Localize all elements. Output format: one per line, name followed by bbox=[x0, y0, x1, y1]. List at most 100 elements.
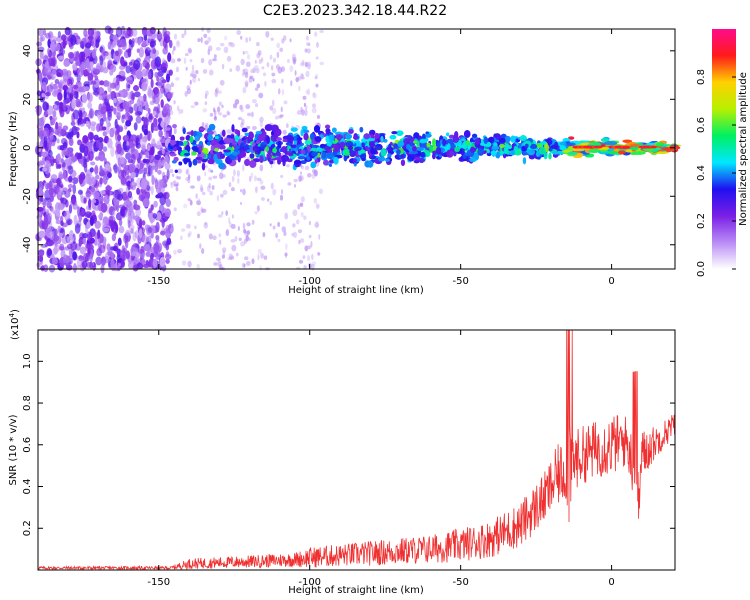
heatmap-cell bbox=[110, 222, 115, 231]
heatmap-cell bbox=[104, 25, 112, 34]
heatmap-cell bbox=[248, 175, 252, 182]
heatmap-cell bbox=[161, 79, 167, 84]
heatmap-cell bbox=[304, 109, 308, 117]
heatmap-cell bbox=[387, 153, 392, 158]
heatmap-cell bbox=[311, 172, 316, 180]
heatmap-cell bbox=[79, 246, 86, 255]
heatmap-cell bbox=[183, 203, 188, 209]
heatmap-cell bbox=[129, 99, 135, 105]
heatmap-cell bbox=[45, 208, 50, 215]
heatmap-cell bbox=[130, 134, 138, 141]
heatmap-cell bbox=[113, 163, 118, 174]
heatmap-cell bbox=[361, 142, 365, 148]
spectrogram-x-axis-label: Height of straight line (km) bbox=[288, 285, 424, 296]
heatmap-cell bbox=[239, 201, 243, 206]
heatmap-cell bbox=[447, 143, 451, 151]
heatmap-cell bbox=[319, 61, 324, 66]
heatmap-cell bbox=[57, 163, 62, 169]
heatmap-cell bbox=[361, 157, 366, 162]
heatmap-cell bbox=[201, 121, 205, 128]
heatmap-cell bbox=[281, 38, 285, 44]
heatmap-cell bbox=[77, 189, 83, 195]
heatmap-cell bbox=[307, 254, 310, 262]
heatmap-cell bbox=[152, 125, 160, 131]
heatmap-cell bbox=[119, 127, 123, 132]
heatmap-cell bbox=[289, 65, 294, 72]
heatmap-cell bbox=[223, 149, 231, 153]
heatmap-cell bbox=[69, 29, 73, 36]
heatmap-cell bbox=[207, 36, 212, 43]
heatmap-cell bbox=[180, 228, 186, 232]
heatmap-cell bbox=[120, 56, 125, 66]
heatmap-cell bbox=[200, 187, 204, 193]
heatmap-cell bbox=[66, 243, 73, 250]
heatmap-cell bbox=[171, 91, 174, 96]
heatmap-cell bbox=[137, 248, 145, 254]
heatmap-cell bbox=[300, 149, 306, 155]
heatmap-cell bbox=[314, 136, 322, 143]
heatmap-cell bbox=[147, 71, 152, 80]
heatmap-cell bbox=[263, 72, 267, 77]
heatmap-cell bbox=[209, 149, 213, 155]
heatmap-cell bbox=[157, 70, 164, 77]
heatmap-cell bbox=[42, 201, 47, 207]
heatmap-cell bbox=[198, 145, 203, 153]
heatmap-cell bbox=[245, 260, 251, 267]
heatmap-cell bbox=[486, 149, 490, 154]
heatmap-cell bbox=[87, 35, 94, 40]
heatmap-cell bbox=[114, 118, 118, 129]
heatmap-cell bbox=[122, 30, 130, 35]
heatmap-cell bbox=[155, 234, 160, 241]
heatmap-cell bbox=[93, 68, 101, 74]
heatmap-cell bbox=[291, 53, 296, 61]
heatmap-cell bbox=[90, 185, 95, 193]
heatmap-cell bbox=[107, 111, 113, 121]
heatmap-cell bbox=[292, 223, 296, 228]
heatmap-cell bbox=[286, 58, 290, 64]
heatmap-cell bbox=[246, 222, 251, 227]
heatmap-cell bbox=[193, 225, 197, 230]
heatmap-cell bbox=[571, 148, 585, 152]
heatmap-cell bbox=[106, 94, 111, 100]
heatmap-cell bbox=[139, 162, 144, 170]
heatmap-cell bbox=[149, 40, 157, 48]
heatmap-cell bbox=[120, 208, 126, 217]
heatmap-cell bbox=[102, 176, 107, 183]
heatmap-cell bbox=[242, 222, 246, 230]
heatmap-cell bbox=[187, 178, 191, 184]
heatmap-cell bbox=[257, 134, 265, 142]
heatmap-cell bbox=[623, 145, 630, 149]
heatmap-cell bbox=[145, 102, 149, 112]
heatmap-cell bbox=[182, 127, 186, 135]
heatmap-cell bbox=[185, 177, 190, 181]
heatmap-cell bbox=[655, 142, 665, 147]
heatmap-cell bbox=[314, 76, 317, 80]
heatmap-cell bbox=[156, 30, 162, 40]
heatmap-cell bbox=[225, 229, 230, 237]
heatmap-cell bbox=[239, 188, 243, 193]
heatmap-cell bbox=[269, 105, 274, 111]
heatmap-cell bbox=[117, 157, 122, 167]
heatmap-cell bbox=[225, 210, 228, 216]
heatmap-cell bbox=[51, 257, 58, 265]
heatmap-cell bbox=[63, 89, 67, 101]
heatmap-cell bbox=[127, 91, 132, 100]
heatmap-cell bbox=[82, 236, 87, 245]
heatmap-cell bbox=[463, 130, 471, 138]
heatmap-cell bbox=[133, 247, 139, 253]
heatmap-cell bbox=[53, 103, 58, 110]
heatmap-cell bbox=[43, 264, 49, 272]
heatmap-cell bbox=[195, 156, 203, 160]
heatmap-cell bbox=[240, 150, 247, 158]
heatmap-cell bbox=[297, 203, 301, 210]
heatmap-cell bbox=[160, 66, 167, 73]
heatmap-cell bbox=[208, 176, 213, 181]
heatmap-cell bbox=[73, 263, 77, 273]
heatmap-cell bbox=[93, 191, 100, 199]
heatmap-cell bbox=[127, 220, 131, 228]
heatmap-cell bbox=[231, 175, 235, 183]
heatmap-cell bbox=[173, 100, 176, 105]
heatmap-cell bbox=[253, 175, 257, 182]
heatmap-cell bbox=[80, 37, 87, 47]
heatmap-cell bbox=[246, 230, 251, 236]
